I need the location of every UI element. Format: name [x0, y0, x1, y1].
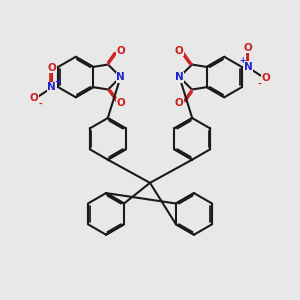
Text: O: O — [175, 98, 184, 108]
Text: O: O — [30, 93, 38, 103]
Text: N: N — [244, 62, 253, 72]
Text: N: N — [175, 72, 184, 82]
Text: O: O — [47, 63, 56, 73]
Text: O: O — [116, 98, 125, 108]
Text: +: + — [55, 77, 61, 86]
Text: O: O — [116, 46, 125, 56]
Text: O: O — [262, 73, 270, 83]
Text: N: N — [116, 72, 125, 82]
Text: N: N — [47, 82, 56, 92]
Text: O: O — [244, 43, 253, 52]
Text: -: - — [39, 100, 43, 109]
Text: -: - — [257, 80, 261, 88]
Text: +: + — [239, 56, 245, 65]
Text: O: O — [175, 46, 184, 56]
